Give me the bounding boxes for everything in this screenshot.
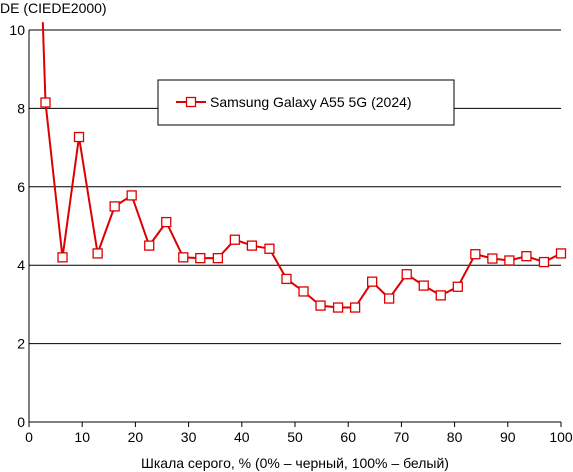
data-point-21 bbox=[401, 269, 412, 280]
x-tick-label: 90 bbox=[500, 429, 516, 445]
data-point-0 bbox=[40, 97, 51, 108]
legend-box bbox=[157, 79, 455, 126]
y-tick-label: 10 bbox=[9, 22, 25, 38]
data-point-27 bbox=[504, 255, 515, 266]
data-point-29 bbox=[538, 256, 550, 268]
x-tick-label: 70 bbox=[394, 429, 410, 445]
x-tick-label: 50 bbox=[287, 429, 303, 445]
data-point-3 bbox=[92, 248, 103, 259]
data-point-20 bbox=[384, 293, 395, 304]
data-point-8 bbox=[178, 252, 189, 263]
data-point-16 bbox=[315, 300, 326, 311]
data-point-4 bbox=[109, 201, 120, 212]
grid bbox=[29, 29, 561, 345]
data-point-14 bbox=[281, 273, 292, 285]
data-point-7 bbox=[161, 216, 172, 228]
data-point-5 bbox=[126, 190, 137, 201]
data-point-6 bbox=[144, 240, 155, 251]
data-point-28 bbox=[521, 251, 532, 262]
data-point-17 bbox=[332, 302, 344, 313]
x-tick-label: 0 bbox=[25, 429, 33, 445]
series-layer bbox=[40, 22, 567, 313]
x-tick-label: 100 bbox=[549, 429, 573, 445]
y-tick-labels: 0 2 4 6 8 10 bbox=[9, 22, 25, 430]
x-tick-label: 60 bbox=[340, 429, 356, 445]
y-axis-title: DE (CIEDE2000) bbox=[0, 0, 107, 16]
x-axis-title: Шкала серого, % (0% – черный, 100% – бел… bbox=[141, 455, 449, 471]
x-tick-label: 40 bbox=[234, 429, 250, 445]
legend: Samsung Galaxy A55 5G (2024) bbox=[157, 79, 455, 126]
x-tick-label: 80 bbox=[447, 429, 463, 445]
x-tick-label: 10 bbox=[74, 429, 90, 445]
data-point-26 bbox=[487, 253, 498, 264]
data-point-9 bbox=[195, 252, 206, 264]
data-point-24 bbox=[452, 281, 463, 292]
data-point-22 bbox=[418, 280, 429, 291]
data-point-23 bbox=[435, 290, 446, 301]
data-point-11 bbox=[229, 234, 241, 245]
data-point-10 bbox=[212, 252, 224, 264]
y-tick-label: 8 bbox=[17, 100, 25, 116]
legend-label: Samsung Galaxy A55 5G (2024) bbox=[210, 94, 412, 110]
x-tick-label: 30 bbox=[181, 429, 197, 445]
data-point-19 bbox=[366, 276, 378, 287]
y-tick-label: 2 bbox=[17, 336, 25, 352]
data-point-15 bbox=[298, 286, 309, 297]
data-point-1 bbox=[57, 252, 68, 263]
data-point-25 bbox=[470, 249, 481, 260]
y-tick-label: 6 bbox=[17, 179, 25, 195]
y-tick-label: 4 bbox=[17, 257, 25, 273]
data-point-12 bbox=[246, 240, 258, 251]
x-tick-labels: 0 10 20 30 40 50 60 70 80 90 100 bbox=[25, 429, 573, 445]
axes bbox=[28, 30, 562, 427]
data-point-2 bbox=[73, 131, 85, 143]
data-point-30 bbox=[555, 248, 567, 259]
data-point-13 bbox=[264, 243, 275, 254]
y-tick-label: 0 bbox=[17, 414, 25, 430]
x-tick-label: 20 bbox=[128, 429, 144, 445]
legend-marker-sample bbox=[185, 96, 197, 108]
data-point-18 bbox=[349, 302, 361, 313]
